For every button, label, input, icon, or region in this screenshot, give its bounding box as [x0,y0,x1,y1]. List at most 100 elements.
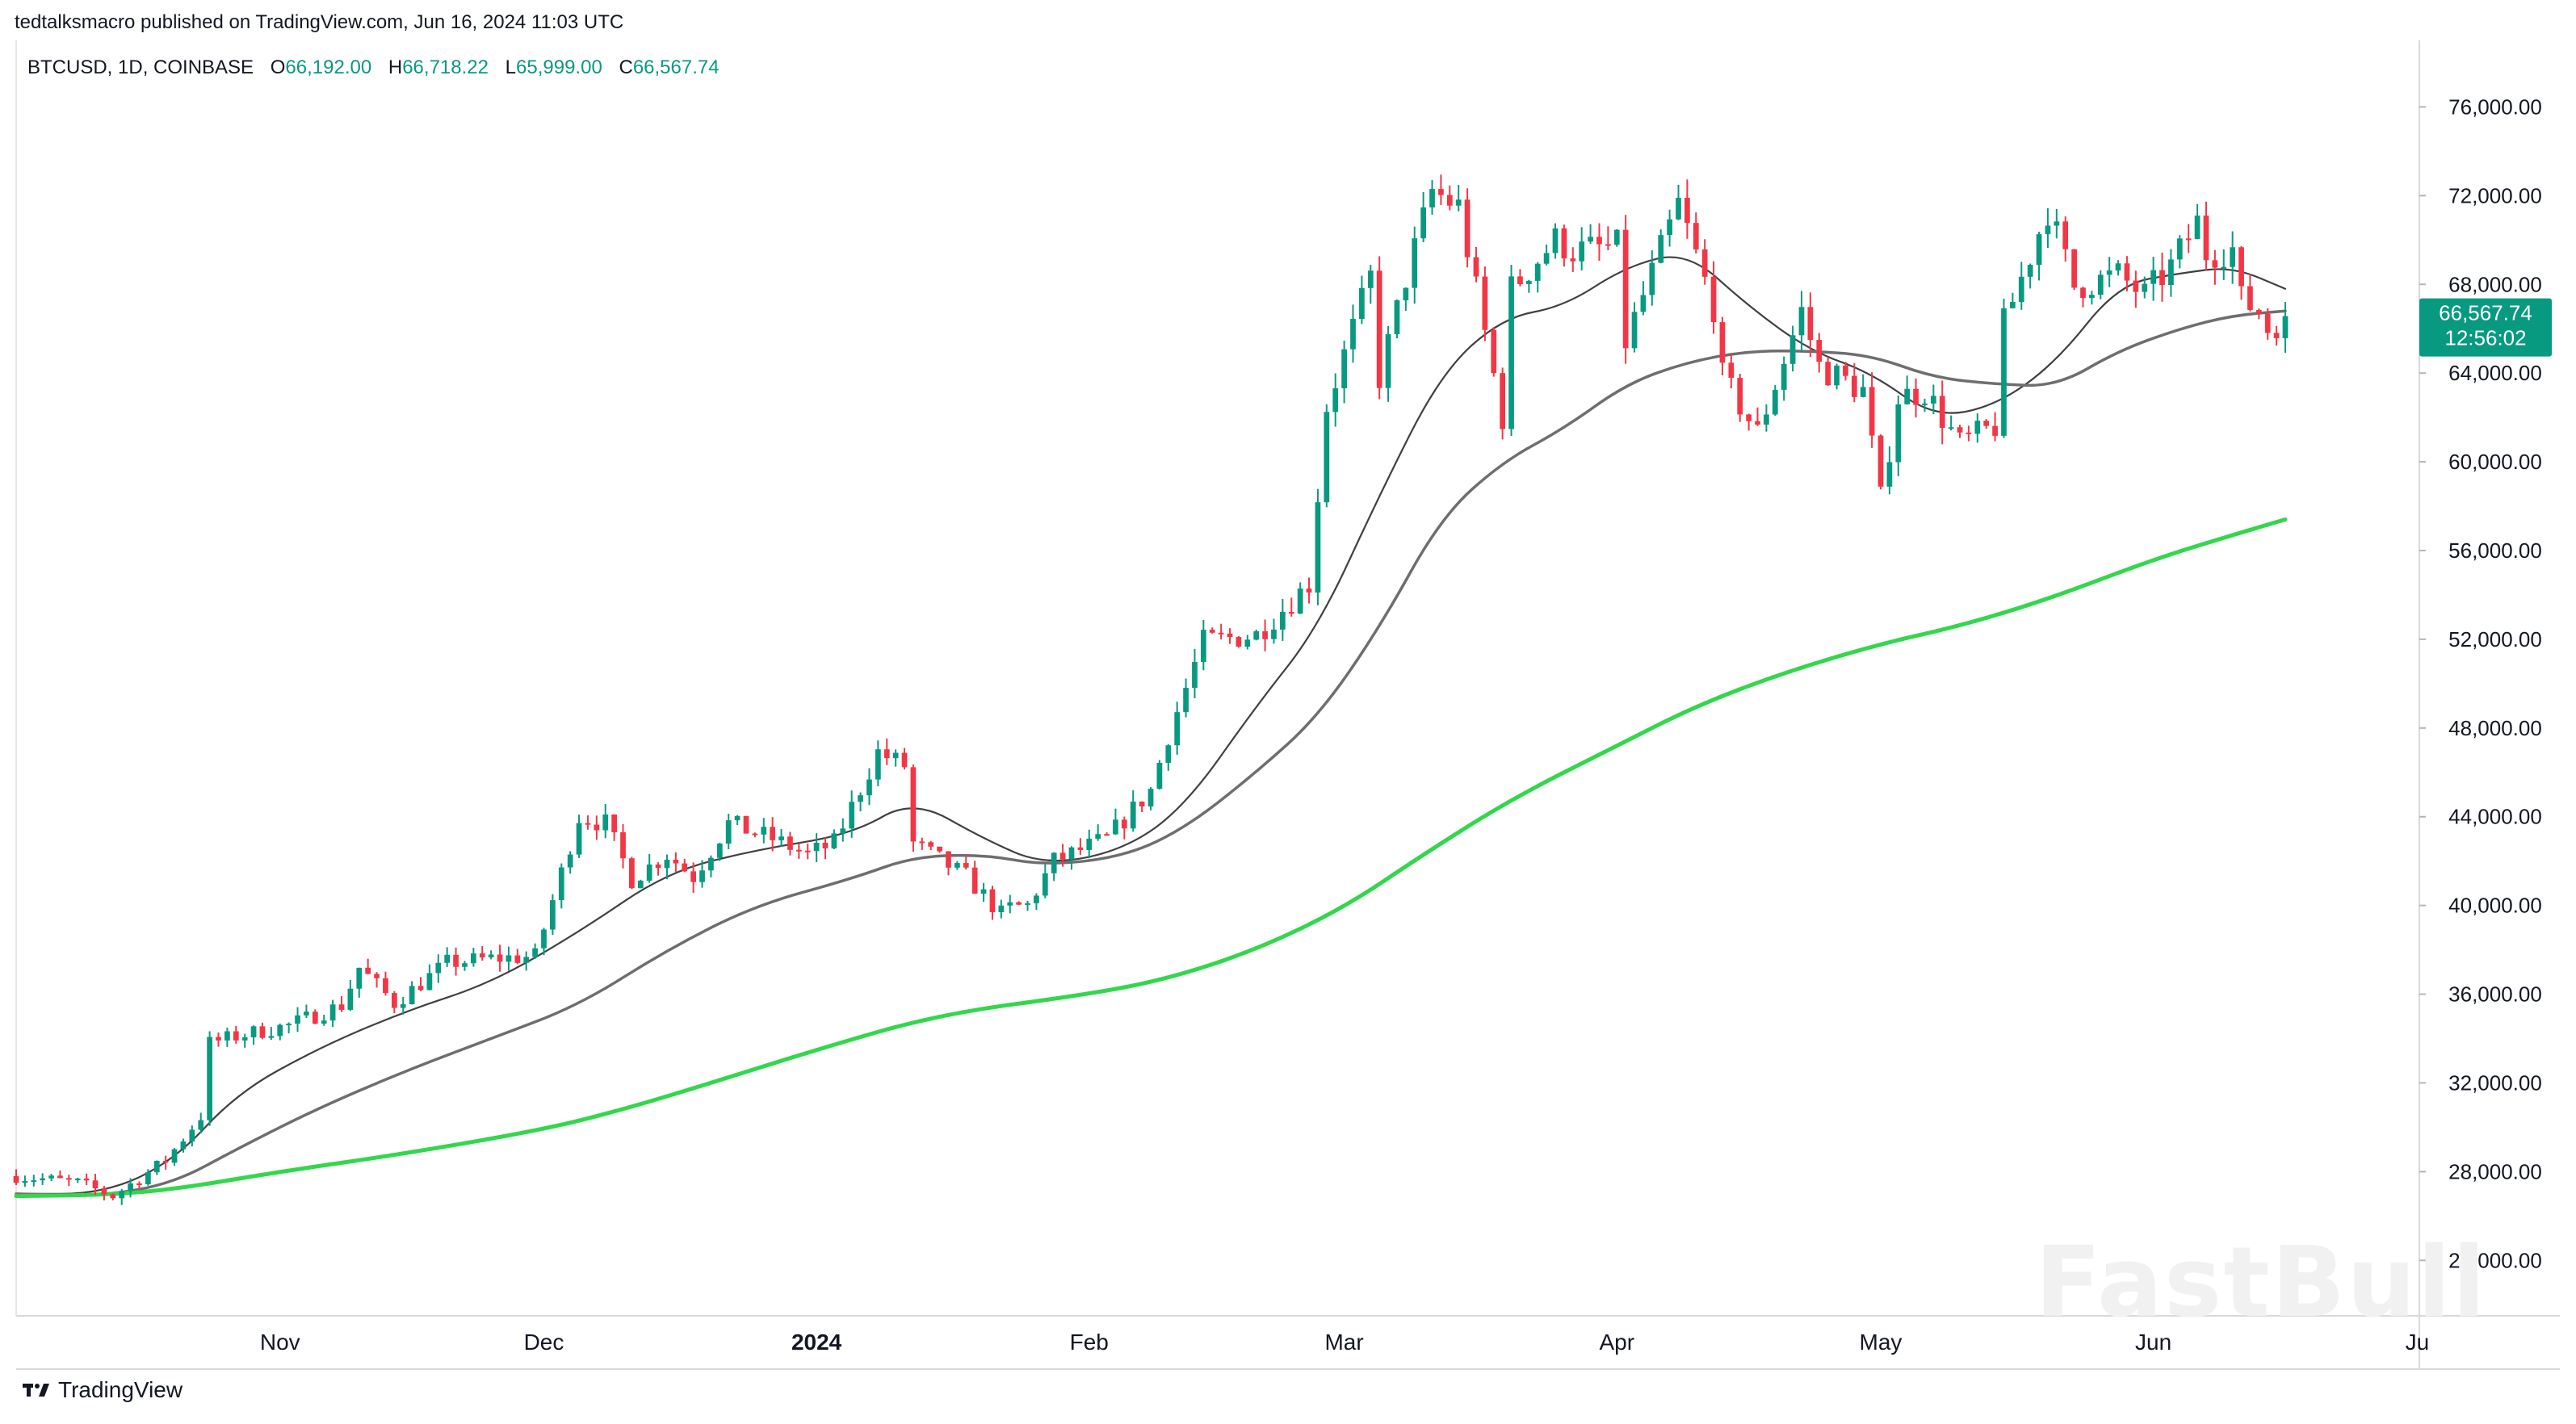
candle [1684,179,1690,239]
candle-body [690,871,697,882]
candle [1930,384,1936,414]
candle-body [400,1004,406,1008]
candle [2133,270,2139,308]
candle-body [813,843,820,852]
candle [1042,864,1048,898]
price-tick-label: 36,000.00 [2448,982,2542,1007]
close-value: 66,567.74 [632,57,720,78]
candle [1798,291,1805,353]
candle-body [426,973,433,991]
candle-body [250,1026,257,1037]
candle-body [1957,427,1963,433]
candle [48,1174,54,1182]
symbol-label[interactable]: BTCUSD, 1D, COINBASE [27,57,254,78]
candle [1113,808,1118,836]
candle [2273,325,2280,346]
candle [690,862,697,893]
price-axis[interactable]: 76,000.00 72,000.00 68,000.00 64,000.00 60,0… [2419,94,2542,1272]
candle-body [883,749,890,759]
candle [479,945,485,961]
ma_slow-line [15,309,2287,1197]
candle [875,740,881,786]
candle [435,954,442,983]
candle-body [1244,639,1251,647]
candle-body [567,854,573,868]
candle-body [787,836,793,850]
candle-body [901,752,908,768]
candle [1280,598,1286,641]
candle [1025,900,1030,911]
candle-body [1843,365,1848,376]
candle-body [65,1178,72,1180]
candle [2264,308,2271,340]
candle-body [1218,632,1224,635]
candle-body [1605,244,1611,246]
candle-body [1059,852,1066,860]
candle [2027,263,2033,289]
candle-body [611,815,617,832]
time-tick-label: Apr [1599,1330,1634,1355]
candle-body [136,1183,142,1186]
candle [1561,224,1567,267]
candle-body [1552,228,1559,253]
candle [937,846,942,853]
candle [1834,363,1840,390]
candle [444,947,451,967]
price-tick-label: 52,000.00 [2448,627,2542,651]
price-tick-label: 44,000.00 [2448,805,2542,829]
candle [1710,261,1717,334]
candle [2097,270,2104,299]
candle [1596,223,1602,261]
candle [840,818,846,842]
candle-body [295,1015,300,1024]
candle-body [1086,838,1093,850]
price-tick-label: 72,000.00 [2448,183,2542,207]
candle-body [1412,238,1418,288]
candle [883,738,890,765]
candle-body [1147,789,1154,807]
candle [822,837,829,860]
candle [778,828,784,847]
candle-body [1622,229,1629,349]
candle-body [1183,688,1189,713]
candle [2150,257,2156,301]
candle-body [1631,312,1638,349]
candle [1077,838,1084,855]
candle [65,1175,72,1187]
candle-body [2018,276,2024,303]
candle-body [304,1011,309,1016]
candle [40,1173,46,1185]
candle [119,1188,125,1205]
candle-body [1913,388,1919,405]
candle-body [1851,375,1857,397]
candle [550,894,556,936]
candle [1676,184,1681,220]
candle [162,1155,169,1171]
candle [2080,287,2086,308]
candle-body [1403,287,1409,300]
candle-body [1596,237,1602,245]
fastbull-watermark: FastBull [2035,1227,2487,1339]
candle-body [1789,335,1796,364]
candle-body [1693,223,1699,250]
candle-body [1640,295,1647,312]
candle [1385,325,1391,402]
candle-body [374,974,380,978]
candle [2282,302,2289,353]
candle-body [2045,225,2051,235]
candle [180,1138,187,1153]
candle-body [1025,903,1030,905]
candle-body [162,1160,169,1163]
time-axis[interactable]: Nov Dec 2024 Feb Mar Apr May Jun Ju [260,1330,2429,1355]
candle [892,749,899,767]
candle-body [1922,403,1928,405]
candle-body [1676,198,1681,220]
candle-body [145,1172,151,1185]
candle-body [2142,283,2148,292]
candle [514,949,521,965]
candle [1579,227,1585,270]
tradingview-brand[interactable]: TradingView [23,1377,183,1403]
candle-body [470,953,476,964]
candle-body [13,1175,19,1183]
